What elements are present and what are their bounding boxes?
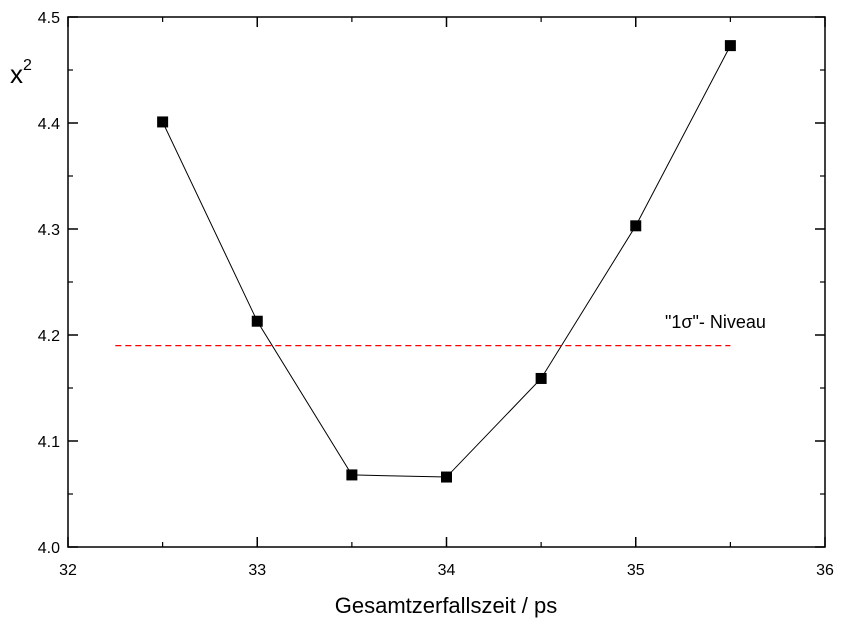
data-point-marker bbox=[346, 469, 358, 481]
y-tick-label: 4.4 bbox=[38, 116, 60, 133]
reference-line-label: "1σ"- Niveau bbox=[665, 312, 766, 332]
y-tick-label: 4.5 bbox=[38, 10, 60, 27]
x-tick-label: 33 bbox=[248, 562, 266, 579]
y-axis-title-superscript: 2 bbox=[23, 57, 32, 74]
data-series bbox=[157, 40, 736, 483]
data-point-marker bbox=[157, 116, 169, 128]
plot-frame bbox=[67, 16, 826, 548]
x-tick-label: 34 bbox=[438, 562, 456, 579]
y-tick-label: 4.3 bbox=[38, 222, 60, 239]
data-point-marker bbox=[630, 220, 642, 232]
axis-tick-labels: 32 33 34 35 36 4.0 4.1 4.2 4.3 4.4 4.5 bbox=[38, 10, 834, 579]
y-tick-label: 4.1 bbox=[38, 434, 60, 451]
series-line bbox=[162, 45, 731, 478]
data-point-marker bbox=[441, 471, 452, 483]
x-tick-label: 36 bbox=[816, 562, 834, 579]
data-point-marker bbox=[535, 372, 547, 384]
data-point-marker bbox=[251, 315, 263, 327]
axis-ticks bbox=[67, 16, 826, 548]
y-axis-title-base: x bbox=[10, 59, 23, 89]
x-tick-label: 32 bbox=[59, 562, 77, 579]
x-axis-title: Gesamtzerfallszeit / ps bbox=[335, 593, 558, 618]
y-tick-label: 4.2 bbox=[38, 328, 60, 345]
data-point-marker bbox=[724, 40, 736, 52]
x-tick-label: 35 bbox=[627, 562, 645, 579]
y-axis-title: x2 bbox=[10, 57, 32, 89]
y-tick-label: 4.0 bbox=[38, 540, 60, 557]
